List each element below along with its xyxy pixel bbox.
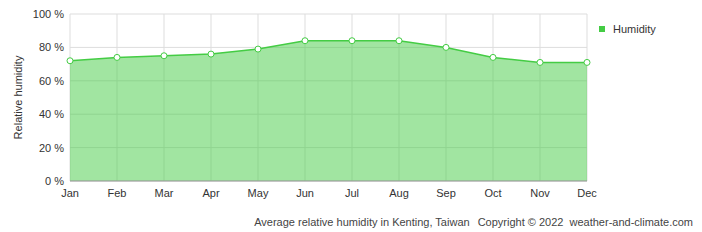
x-tick-label: Aug	[389, 187, 409, 199]
caption: Average relative humidity in Kenting, Ta…	[254, 216, 693, 228]
marker	[255, 46, 261, 52]
marker	[67, 58, 73, 64]
marker	[396, 38, 402, 44]
marker	[490, 54, 496, 60]
chart-container: 0 % 20 % 40 % 60 % 80 % 100 % Jan Feb Mar Apr May J…	[0, 0, 702, 232]
x-tick-label: Dec	[577, 187, 597, 199]
marker	[208, 51, 214, 57]
chart-svg: 0 % 20 % 40 % 60 % 80 % 100 % Jan Feb Mar Apr May J…	[0, 0, 702, 232]
y-tick-label: 80 %	[39, 41, 64, 53]
y-tick-label: 0 %	[45, 175, 64, 187]
legend-swatch	[599, 26, 605, 32]
y-tick-label: 20 %	[39, 142, 64, 154]
y-grid-line	[70, 181, 587, 182]
y-tick-label: 60 %	[39, 75, 64, 87]
markers	[67, 38, 590, 66]
y-tick-label: 100 %	[33, 8, 64, 20]
marker	[537, 59, 543, 65]
x-tick-label: Jan	[61, 187, 79, 199]
marker	[584, 59, 590, 65]
marker	[349, 38, 355, 44]
y-grid-line	[70, 14, 587, 15]
x-tick-label: Oct	[484, 187, 501, 199]
marker	[443, 44, 449, 50]
x-tick-label: May	[248, 187, 269, 199]
x-tick-label: Jun	[296, 187, 314, 199]
x-tick-label: Apr	[202, 187, 219, 199]
plot-area	[70, 41, 587, 181]
marker	[161, 53, 167, 59]
y-tick-label: 40 %	[39, 108, 64, 120]
legend-label: Humidity	[613, 23, 656, 35]
x-tick-label: Nov	[530, 187, 550, 199]
area	[70, 41, 587, 181]
marker	[114, 54, 120, 60]
x-tick-label: Sep	[436, 187, 456, 199]
chart-title: Average relative humidity in Kenting, Ta…	[254, 216, 469, 228]
x-tick-label: Mar	[155, 187, 174, 199]
marker	[302, 38, 308, 44]
y-axis-label: Relative humidity	[12, 55, 24, 139]
x-tick-label: Jul	[345, 187, 359, 199]
copyright: Copyright © 2022 weather-and-climate.com	[478, 216, 693, 228]
x-tick-label: Feb	[108, 187, 127, 199]
x-axis-line	[70, 181, 587, 182]
line	[70, 41, 587, 63]
